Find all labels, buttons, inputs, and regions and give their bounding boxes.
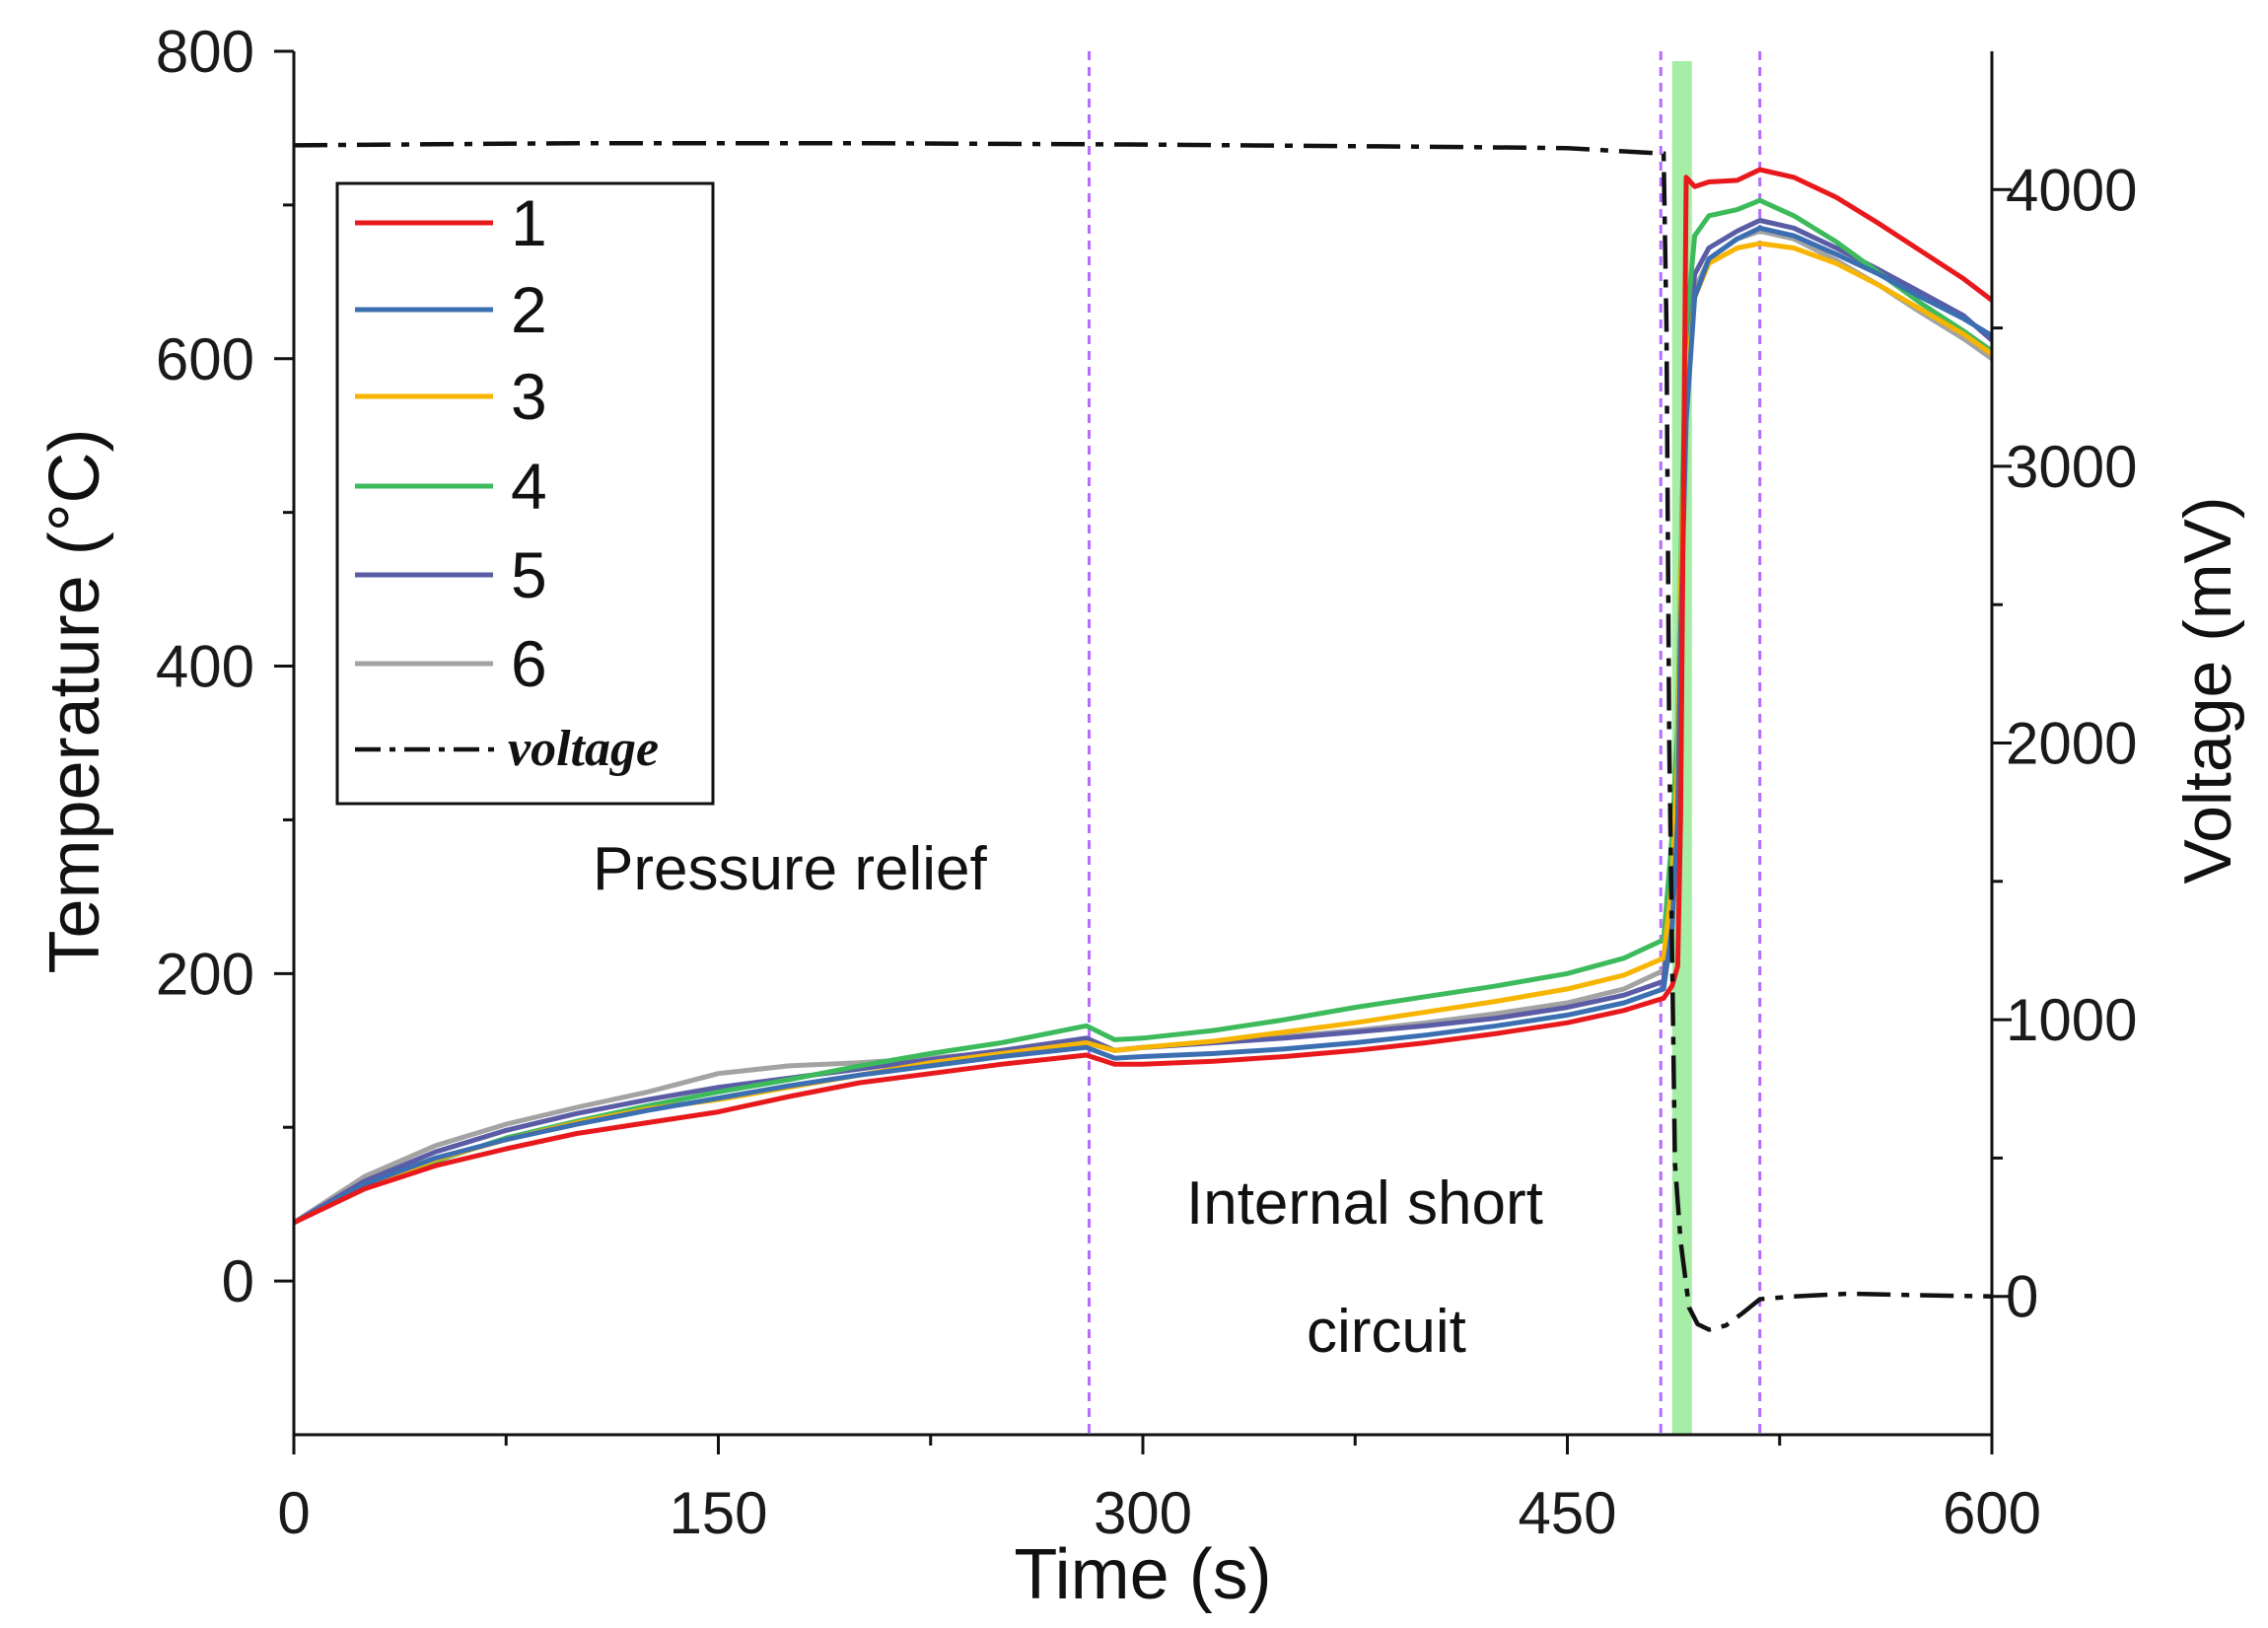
x-axis-title: Time (s): [1014, 1535, 1271, 1614]
y2-tick-label: 2000: [2006, 711, 2137, 777]
temperature-series-5-line: [292, 218, 1994, 1226]
temperature-series-1-line: [292, 167, 1994, 1226]
x-tick-label: 0: [277, 1480, 310, 1546]
ticks-layer: 0 150 300 450 600 0 200 400 600 800 0 1000 2000 3000 4…: [156, 19, 2138, 1546]
legend-frame: [335, 181, 715, 806]
temperature-series-6-line: [292, 228, 1994, 1225]
voltage-series-layer: [293, 140, 1993, 1332]
legend-label-voltage: voltage: [508, 721, 659, 777]
temperature-series-4-line: [292, 197, 1994, 1226]
y2-tick-label: 0: [2006, 1264, 2038, 1330]
legend-label-4: 4: [511, 450, 547, 523]
y-tick-label: 0: [222, 1248, 254, 1314]
y2-axis-title: Voltage (mV): [2170, 496, 2245, 884]
legend-label-1: 1: [511, 186, 547, 259]
legend-label-6: 6: [511, 627, 547, 700]
y-tick-label: 800: [156, 19, 254, 85]
legend-label-2: 2: [511, 273, 547, 346]
x-tick-label: 300: [1094, 1480, 1192, 1546]
y2-tick-label: 3000: [2006, 434, 2137, 500]
annotation-pressure-relief: Pressure relief: [593, 835, 987, 903]
x-tick-label: 450: [1518, 1480, 1616, 1546]
temperature-series-layer: [292, 167, 1994, 1226]
y-tick-label: 200: [156, 941, 254, 1007]
x-tick-label: 150: [669, 1480, 767, 1546]
marker-lines-layer: [1087, 51, 1762, 1435]
x-tick-label: 600: [1943, 1480, 2041, 1546]
annotation-circuit-line: circuit: [1307, 1298, 1466, 1366]
y-tick-label: 400: [156, 634, 254, 700]
y-axis-title: Temperature (°C): [35, 429, 114, 974]
y2-tick-label: 1000: [2006, 987, 2137, 1053]
y2-tick-label: 4000: [2006, 157, 2137, 223]
legend-label-3: 3: [511, 360, 547, 433]
y-tick-label: 600: [156, 326, 254, 392]
temperature-series-2-line: [292, 225, 1994, 1226]
legend-label-5: 5: [511, 538, 547, 611]
legend: 1 2 3 4 5 6 voltage: [335, 181, 715, 806]
annotation-internal-short-line: Internal short: [1186, 1169, 1543, 1238]
voltage-series-line: [293, 140, 1993, 1332]
